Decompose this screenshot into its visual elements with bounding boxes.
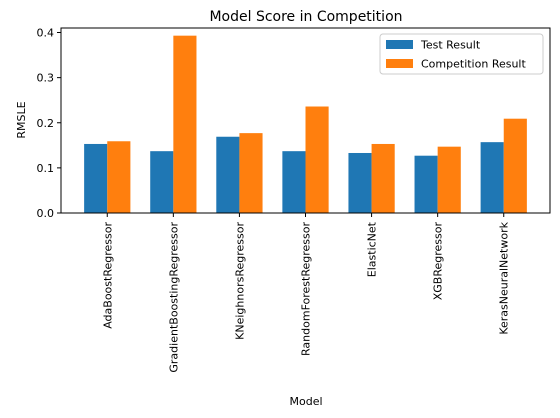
bar-competition-result-0 [107,141,131,213]
bar-test-result-3 [282,151,306,213]
x-axis-label: Model [289,395,322,408]
legend-swatch-competition-result [386,59,413,68]
legend-frame [379,33,544,75]
plot-area-frame [60,27,551,214]
x-axis-ticks: AdaBoostRegressor GradientBoostingRegress… [101,213,511,373]
x-tick-label: XGBRegressor [432,222,445,301]
legend-swatch-test-result [386,40,413,49]
bar-competition-result-4 [371,143,395,213]
bar-competition-result-5 [437,146,461,213]
x-tick-label: ElasticNet [366,221,379,277]
y-tick-label: 0.4 [37,27,55,40]
bar-test-result-6 [480,142,504,213]
x-tick-label: KNeighnorsRegressor [233,222,246,340]
bar-competition-result-2 [239,133,263,213]
y-axis-ticks: 0.0 0.1 0.2 0.3 0.4 [37,27,61,220]
legend-label-competition-result: Competition Result [421,58,526,71]
x-tick-label: GradientBoostingRegressor [167,222,180,373]
bar-test-result-4 [348,152,372,213]
bar-competition-result-1 [173,35,197,213]
y-tick-label: 0.2 [37,117,55,130]
legend: Test Result Competition Result [379,33,544,75]
bar-test-result-5 [414,155,438,213]
bar-test-result-0 [84,143,108,213]
x-tick-label: KerasNeuralNetwork [498,221,511,334]
bar-competition-result-6 [503,118,527,213]
legend-label-test-result: Test Result [420,39,481,52]
y-tick-label: 0.0 [37,207,55,220]
bar-test-result-2 [216,136,240,213]
x-tick-label: AdaBoostRegressor [101,222,114,329]
bars-layer [84,35,527,213]
y-tick-label: 0.3 [37,72,55,85]
bar-test-result-1 [150,151,174,213]
chart-title: Model Score in Competition [209,9,402,25]
bar-competition-result-3 [305,106,329,213]
y-tick-label: 0.1 [37,162,55,175]
x-tick-label: RandomForestRegressor [300,222,313,356]
y-axis-label: RMSLE [15,101,28,138]
